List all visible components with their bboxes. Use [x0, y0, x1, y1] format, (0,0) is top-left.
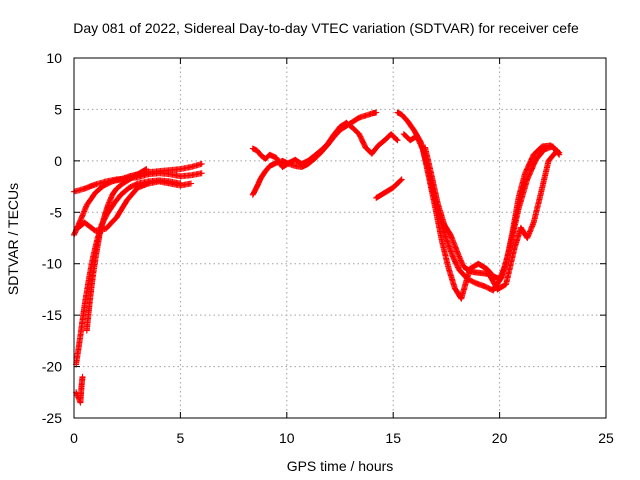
series-arc-f	[73, 373, 86, 406]
data-series	[71, 109, 563, 406]
plot-frame	[73, 57, 607, 419]
y-tick-label: -25	[42, 410, 62, 426]
y-tick-label: 0	[54, 153, 62, 169]
grid-lines	[74, 58, 606, 418]
y-tick-labels: -25 -20 -15 -10 -5 0 5 10	[42, 50, 62, 426]
x-tick-label: 5	[177, 430, 185, 446]
y-tick-label: -15	[42, 307, 62, 323]
series-markers	[373, 176, 405, 201]
series-markers	[422, 144, 561, 293]
y-axis-label: SDTVAR / TECUs	[5, 183, 21, 295]
y-tick-label: 5	[54, 101, 62, 117]
series-arc-h	[249, 119, 401, 170]
series-markers	[73, 373, 86, 406]
x-tick-label: 10	[279, 430, 295, 446]
x-axis-label: GPS time / hours	[287, 458, 394, 474]
y-tick-label: -10	[42, 256, 62, 272]
x-tick-label: 0	[70, 430, 78, 446]
y-tick-label: 10	[46, 50, 62, 66]
x-tick-label: 25	[598, 430, 614, 446]
x-tick-labels: 0 5 10 15 20 25	[70, 430, 614, 446]
x-tick-label: 15	[385, 430, 401, 446]
x-tick-label: 20	[492, 430, 508, 446]
series-arc-i	[373, 176, 405, 201]
y-tick-label: -5	[50, 204, 63, 220]
series-markers	[83, 166, 150, 334]
chart-title: Day 081 of 2022, Sidereal Day-to-day VTE…	[73, 20, 579, 36]
axis-ticks	[73, 57, 607, 419]
series-arc-l	[422, 144, 561, 293]
series-arc-e	[83, 166, 150, 334]
y-tick-label: -20	[42, 359, 62, 375]
series-markers	[249, 119, 401, 170]
